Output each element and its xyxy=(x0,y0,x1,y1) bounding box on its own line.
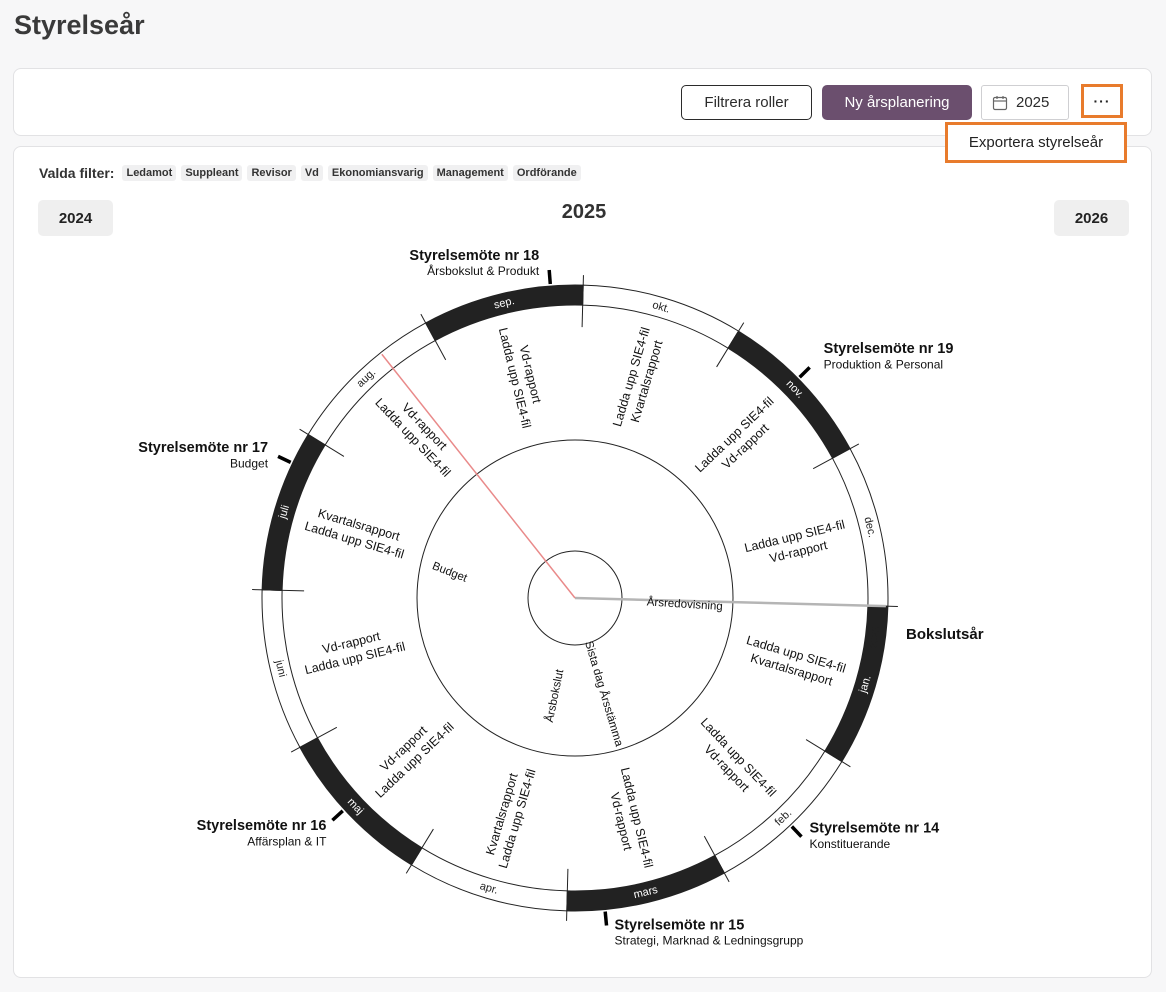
month-label: mars xyxy=(632,884,659,901)
month-divider-tick xyxy=(805,739,851,768)
meeting-subtitle: Budget xyxy=(230,457,269,471)
next-year-button[interactable]: 2026 xyxy=(1054,200,1129,236)
calendar-icon xyxy=(992,95,1008,110)
inner-item-label: Årsbokslut xyxy=(543,668,567,724)
meeting-title: Styrelsemöte nr 16 xyxy=(197,818,327,834)
meeting-title: Styrelsemöte nr 14 xyxy=(809,820,939,836)
month-label: apr. xyxy=(478,880,499,897)
filters-label: Valda filter: xyxy=(39,165,115,181)
meeting-subtitle: Strategi, Marknad & Ledningsgrupp xyxy=(615,934,804,948)
inner-item-label: Budget xyxy=(430,560,469,585)
today-line xyxy=(381,353,576,599)
month-label: dec. xyxy=(861,516,878,539)
previous-year-button[interactable]: 2024 xyxy=(38,200,113,236)
month-segment xyxy=(261,433,326,591)
toolbar-card: Filtrera roller Ny årsplanering 2025 ··· xyxy=(13,68,1152,136)
inner-item-label: Sista dag Årsstämma xyxy=(582,640,626,749)
month-label: okt. xyxy=(651,299,671,316)
meeting-title: Styrelsemöte nr 19 xyxy=(824,341,954,357)
meeting-subtitle: Affärsplan & IT xyxy=(247,834,327,848)
month-divider-tick xyxy=(716,322,745,368)
month-label: jan. xyxy=(857,674,874,695)
meeting-subtitle: Konstituerande xyxy=(809,837,890,851)
month-divider-tick xyxy=(290,726,338,753)
filter-chip: Vd xyxy=(300,165,323,181)
current-year-heading: 2025 xyxy=(561,201,607,223)
filter-roles-button[interactable]: Filtrera roller xyxy=(681,85,812,120)
export-board-year-menu-item[interactable]: Exportera styrelseår xyxy=(945,122,1127,163)
meeting-marker xyxy=(790,825,803,838)
month-label: juni xyxy=(272,658,288,678)
meeting-title: Styrelsemöte nr 18 xyxy=(409,248,539,264)
inner-item-label: Årsredovisning xyxy=(646,595,723,613)
month-label: sep. xyxy=(493,295,516,312)
page-title: Styrelseår xyxy=(14,10,145,40)
filter-chip: Management xyxy=(432,165,508,181)
month-divider-tick xyxy=(566,868,569,921)
month-segment xyxy=(410,847,568,912)
meeting-title: Styrelsemöte nr 15 xyxy=(615,917,745,933)
year-picker-value: 2025 xyxy=(1016,94,1050,111)
meeting-marker xyxy=(547,269,553,285)
month-divider-tick xyxy=(405,828,434,874)
month-divider-tick xyxy=(420,313,447,361)
month-divider-tick xyxy=(299,428,345,457)
meeting-marker xyxy=(603,911,609,926)
filter-chip: Revisor xyxy=(247,165,296,181)
selected-filters: Valda filter: Ledamot Suppleant Revisor … xyxy=(39,165,581,181)
filter-chip: Suppleant xyxy=(181,165,243,181)
month-segment xyxy=(582,284,740,349)
month-label: juli xyxy=(276,504,292,521)
year-picker[interactable]: 2025 xyxy=(981,85,1069,120)
month-divider-tick xyxy=(812,443,860,470)
meeting-marker xyxy=(798,366,811,379)
month-divider-tick xyxy=(703,835,730,883)
new-year-plan-button[interactable]: Ny årsplanering xyxy=(822,85,972,120)
fiscal-year-label: Bokslutsår xyxy=(906,626,984,643)
more-options-button[interactable]: ··· xyxy=(1081,84,1123,118)
month-divider-tick xyxy=(252,589,305,592)
filter-chip: Ordförande xyxy=(512,165,581,181)
inner-ring xyxy=(416,439,734,757)
meeting-marker xyxy=(277,454,292,464)
meeting-marker xyxy=(331,809,344,822)
month-divider-tick xyxy=(581,275,584,328)
filter-chip: Ekonomiansvarig xyxy=(327,165,428,181)
year-start-line xyxy=(574,596,886,608)
filter-chip: Ledamot xyxy=(122,165,177,181)
meeting-subtitle: Årsbokslut & Produkt xyxy=(427,263,540,278)
year-marker-label: 2025 xyxy=(869,625,883,649)
meeting-title: Styrelsemöte nr 17 xyxy=(138,440,268,456)
meeting-subtitle: Produktion & Personal xyxy=(824,358,943,372)
